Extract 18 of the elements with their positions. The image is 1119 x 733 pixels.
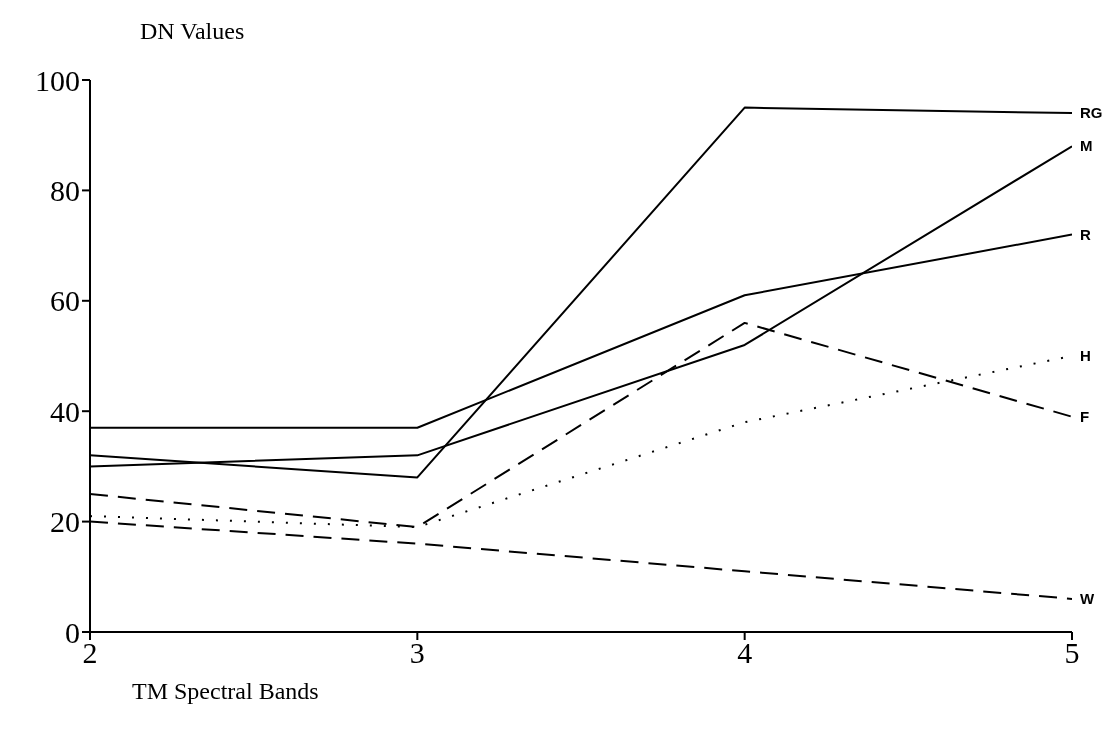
series-label: R bbox=[1080, 225, 1091, 243]
x-tick-label: 3 bbox=[409, 636, 425, 670]
x-tick-label: 2 bbox=[82, 636, 98, 670]
y-tick-label: 20 bbox=[50, 505, 80, 539]
x-tick-label: 4 bbox=[737, 636, 753, 670]
series-label: RG bbox=[1080, 104, 1103, 122]
y-tick-label: 60 bbox=[50, 284, 80, 318]
series-label: H bbox=[1080, 347, 1091, 364]
x-tick-label: 5 bbox=[1064, 636, 1080, 670]
y-tick-label: 0 bbox=[65, 615, 80, 649]
y-tick-label: 40 bbox=[50, 394, 80, 428]
y-tick-label: 100 bbox=[35, 63, 80, 97]
series-label: M bbox=[1080, 137, 1093, 155]
series-label: W bbox=[1080, 589, 1095, 607]
y-axis-title: DN Values bbox=[140, 18, 245, 45]
x-axis-title: TM Spectral Bands bbox=[132, 678, 319, 705]
y-tick-label: 80 bbox=[50, 174, 80, 208]
series-label: F bbox=[1080, 407, 1090, 425]
